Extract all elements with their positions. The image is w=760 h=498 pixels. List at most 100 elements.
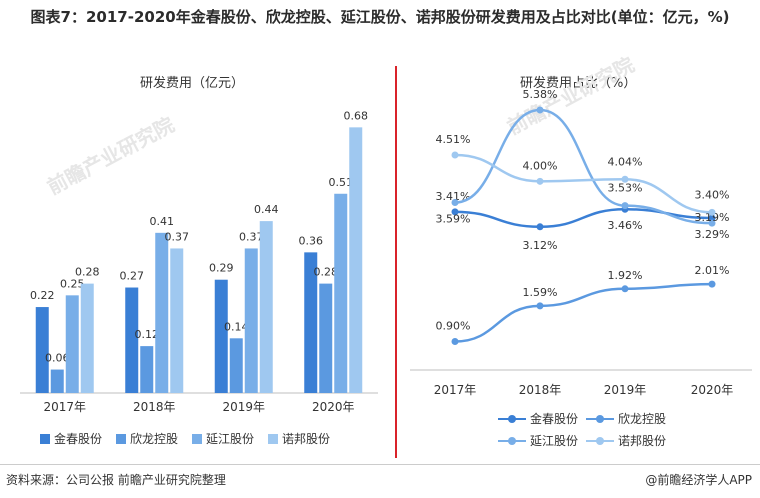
bar-x-tick-label: 2017年 — [43, 400, 86, 414]
bar-2-2 — [140, 346, 154, 393]
line-data-label: 4.51% — [436, 133, 471, 146]
line-point-2-1 — [451, 338, 459, 345]
line-x-tick-label: 2018年 — [519, 383, 562, 397]
bar-legend: 金春股份 欣龙控股 延江股份 诺邦股份 — [40, 430, 330, 447]
line-legend-label-s3: 延江股份 — [530, 434, 579, 448]
legend-swatch-s3 — [192, 433, 203, 444]
bar-data-label: 0.68 — [344, 109, 369, 122]
bar-3-2 — [155, 232, 169, 393]
bar-1-4 — [304, 252, 318, 393]
line-point-4-2 — [536, 177, 544, 185]
line-data-label: 3.53% — [608, 182, 643, 195]
line-data-label: 4.04% — [608, 155, 643, 168]
bar-data-label: 0.37 — [239, 230, 264, 243]
line-x-tick-label: 2017年 — [434, 383, 477, 397]
bar-x-tick-label: 2019年 — [222, 400, 265, 414]
bar-legend-label-s3: 延江股份 — [206, 432, 255, 446]
line-point-4-3 — [621, 175, 629, 183]
line-legend-swatch-s1 — [498, 414, 526, 424]
line-point-3-2 — [536, 106, 544, 114]
bar-data-label: 0.27 — [120, 270, 145, 283]
bar-4-2 — [170, 248, 184, 393]
line-data-label: 3.40% — [695, 188, 730, 201]
line-point-1-1 — [451, 208, 459, 216]
bar-4-3 — [259, 221, 273, 393]
line-chart-title: 研发费用占比（%） — [520, 76, 637, 91]
bar-data-label: 0.06 — [45, 352, 70, 365]
line-data-label: 5.38% — [523, 88, 558, 101]
brand-tag: @前瞻经济学人APP — [645, 473, 752, 487]
bar-data-label: 0.12 — [135, 328, 160, 341]
bar-legend-label-s4: 诺邦股份 — [282, 432, 331, 446]
line-point-4-1 — [451, 151, 459, 159]
line-data-label: 3.19% — [695, 211, 730, 224]
legend-swatch-s2 — [116, 433, 127, 444]
line-chart: 2017年 2018年 2019年 2020年 3.41% 3.12% 3.46% 3.29%… — [410, 88, 752, 397]
bar-4-4 — [349, 127, 363, 393]
legend-swatch-s1 — [40, 433, 50, 444]
line-data-label: 2.01% — [695, 264, 730, 277]
bar-2-3 — [229, 338, 243, 393]
legend-swatch-s4 — [268, 433, 279, 444]
line-data-label: 0.90% — [436, 320, 471, 333]
bar-4-1 — [80, 283, 94, 393]
line-data-label: 4.00% — [523, 159, 558, 172]
line-legend-label-s4: 诺邦股份 — [618, 434, 667, 448]
bar-x-tick-label: 2018年 — [133, 400, 176, 414]
line-point-3-3 — [621, 202, 629, 210]
line-point-2-3 — [621, 285, 629, 293]
bar-data-label: 0.28 — [75, 266, 100, 279]
bar-data-label: 0.41 — [150, 215, 175, 228]
line-point-3-1 — [451, 199, 459, 207]
line-point-2-2 — [536, 302, 544, 310]
line-legend-label-s1: 金春股份 — [530, 412, 579, 426]
chart-title: 图表7：2017-2020年金春股份、欣龙控股、延江股份、诺邦股份研发费用及占比… — [30, 8, 730, 26]
bar-legend-label-s1: 金春股份 — [54, 432, 103, 446]
bar-chart-title: 研发费用（亿元） — [140, 76, 245, 91]
line-data-label: 3.46% — [608, 219, 643, 232]
bar-3-4 — [334, 193, 348, 393]
line-data-label: 3.41% — [436, 190, 471, 203]
bar-data-label: 0.22 — [30, 289, 55, 302]
line-point-3-4 — [708, 219, 716, 227]
line-x-tick-label: 2019年 — [604, 383, 647, 397]
line-series-2 — [454, 282, 713, 343]
line-data-label: 1.59% — [523, 286, 558, 299]
bar-2-1 — [50, 369, 64, 393]
bar-chart: 2017年0.220.060.250.282018年0.270.120.410.… — [20, 109, 378, 414]
line-data-label: 1.92% — [608, 269, 643, 282]
bar-legend-label-s2: 欣龙控股 — [130, 432, 179, 446]
line-data-label: 3.59% — [436, 213, 471, 226]
line-x-tick-label: 2020年 — [691, 383, 734, 397]
bar-data-label: 0.28 — [314, 266, 339, 279]
line-legend-swatch-s3 — [498, 436, 526, 446]
line-series-4 — [454, 153, 713, 214]
line-legend-swatch-s4 — [586, 436, 615, 446]
bar-3-3 — [244, 248, 258, 393]
bar-data-label: 0.51 — [329, 176, 354, 189]
bar-data-label: 0.36 — [299, 234, 324, 247]
line-legend-row1: 金春股份 欣龙控股 — [498, 410, 666, 427]
line-series-3 — [454, 108, 713, 225]
bar-2-4 — [319, 283, 333, 393]
bar-x-tick-label: 2020年 — [312, 400, 355, 414]
bar-data-label: 0.37 — [165, 230, 190, 243]
source-note: 资料来源：公司公报 前瞻产业研究院整理 — [6, 473, 226, 487]
bar-1-2 — [125, 287, 139, 393]
line-legend-swatch-s2 — [586, 414, 615, 424]
line-point-1-2 — [536, 223, 544, 231]
line-point-2-4 — [708, 280, 716, 288]
bar-data-label: 0.44 — [254, 203, 279, 216]
bar-1-1 — [35, 307, 49, 393]
bar-data-label: 0.29 — [209, 262, 234, 275]
line-data-label: 3.12% — [523, 239, 558, 252]
line-series-1 — [454, 207, 713, 229]
line-point-1-4 — [708, 214, 716, 222]
bar-1-3 — [214, 279, 228, 393]
panel-divider — [395, 66, 397, 458]
bar-data-label: 0.25 — [60, 277, 85, 290]
bar-3-1 — [65, 295, 79, 393]
line-legend-label-s2: 欣龙控股 — [618, 412, 667, 426]
line-data-label: 3.29% — [695, 228, 730, 241]
footer-divider — [0, 464, 760, 465]
